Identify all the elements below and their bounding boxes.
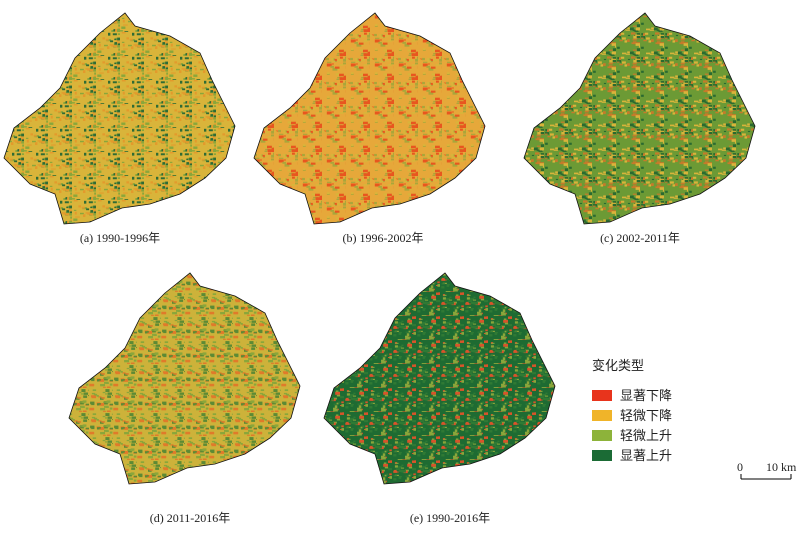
- map-panel: [523, 12, 756, 225]
- scale-end: 10 km: [766, 460, 797, 474]
- map-panel: [3, 12, 236, 225]
- legend-label: 轻微下降: [620, 408, 672, 423]
- legend-title: 变化类型: [592, 358, 644, 373]
- legend-swatch: [592, 430, 612, 441]
- map-panel: [68, 272, 301, 485]
- scale-bar: 0 10 km: [737, 460, 797, 480]
- scale-start: 0: [737, 460, 743, 474]
- panel-caption: (a) 1990-1996年: [80, 231, 160, 245]
- legend-swatch: [592, 410, 612, 421]
- legend-label: 显著下降: [620, 388, 672, 403]
- legend-swatch: [592, 390, 612, 401]
- panel-caption: (c) 2002-2011年: [600, 231, 680, 245]
- legend-swatch: [592, 450, 612, 461]
- panel-caption: (e) 1990-2016年: [410, 511, 490, 525]
- panel-caption: (b) 1996-2002年: [343, 231, 424, 245]
- map-panel: [253, 12, 486, 225]
- legend-label: 轻微上升: [620, 428, 672, 443]
- legend-label: 显著上升: [620, 448, 672, 463]
- panel-caption: (d) 2011-2016年: [150, 511, 231, 525]
- map-panel: [323, 272, 556, 485]
